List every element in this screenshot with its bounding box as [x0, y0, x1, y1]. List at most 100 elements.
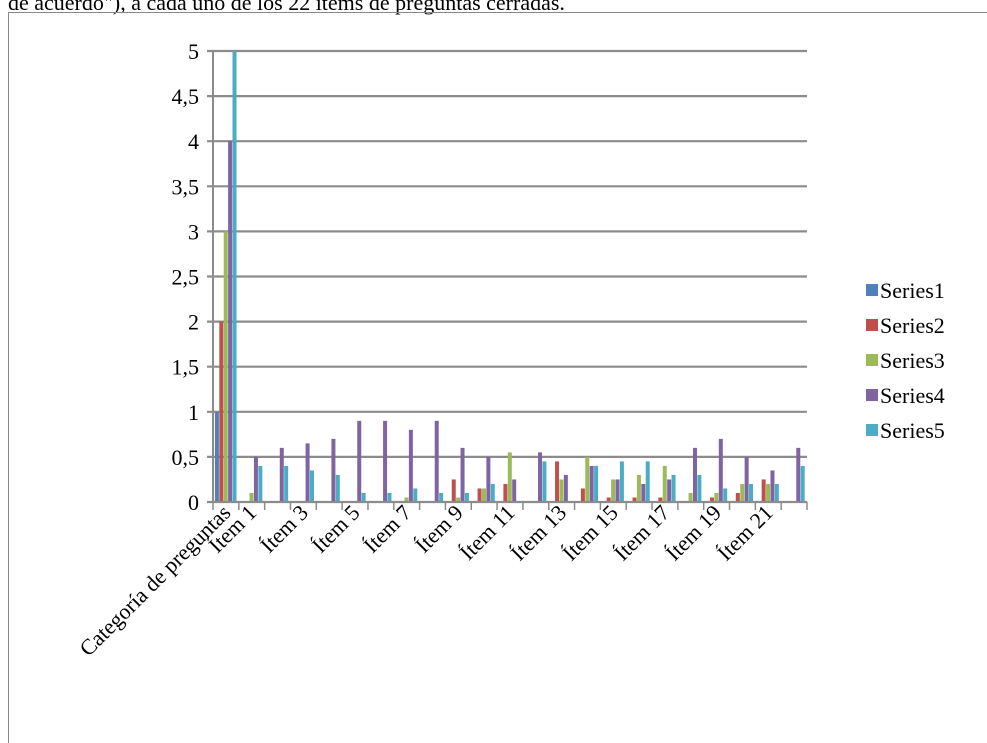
- bar-series4-11: [512, 479, 517, 502]
- x-tick-label: Ítem 5: [307, 500, 365, 558]
- bar-series5-18: [697, 474, 702, 502]
- bar-series4-8: [434, 420, 439, 502]
- x-tick-label: Ítem 7: [358, 500, 416, 558]
- legend-label-series5: Series5: [880, 418, 945, 443]
- bar-series5-21: [774, 483, 779, 502]
- bar-series4-16: [641, 483, 646, 502]
- bar-series5-15: [619, 461, 624, 502]
- bar-series3-19: [714, 492, 719, 502]
- bar-series3-0: [223, 231, 228, 502]
- bar-series3-15: [611, 479, 616, 502]
- bar-series4-12: [538, 452, 543, 502]
- bar-series4-21: [770, 470, 775, 502]
- y-tick-label: 2: [188, 310, 199, 335]
- bar-series2-9: [451, 479, 456, 502]
- bar-series4-14: [589, 465, 594, 502]
- bar-series3-10: [481, 488, 486, 502]
- y-tick-label: 1,5: [172, 355, 200, 380]
- bar-series5-2: [284, 465, 289, 502]
- bar-series4-22: [796, 447, 801, 502]
- legend-swatch-series5: [866, 424, 878, 436]
- bar-series5-9: [464, 492, 469, 502]
- bar-series4-10: [486, 456, 491, 502]
- bar-series4-1: [253, 456, 258, 502]
- bar-series2-14: [580, 488, 585, 502]
- bar-series4-18: [692, 447, 697, 502]
- y-tick-label: 2,5: [172, 265, 200, 290]
- y-tick-label: 4,5: [172, 84, 200, 109]
- x-tick-label: Ítem 13: [506, 500, 572, 566]
- bar-series3-9: [456, 497, 461, 502]
- chart-border: [8, 12, 987, 743]
- bar-series2-11: [503, 483, 508, 502]
- bar-series2-10: [477, 488, 482, 502]
- bar-series5-1: [258, 465, 263, 502]
- x-tick-label: Categoría de preguntas: [74, 500, 235, 661]
- bar-series5-0: [232, 51, 237, 502]
- bar-series5-17: [671, 474, 676, 502]
- bar-series2-13: [555, 461, 560, 502]
- y-tick-label: 3: [188, 219, 199, 244]
- bar-series4-0: [228, 141, 233, 502]
- bar-series4-19: [718, 438, 723, 502]
- bar-series5-6: [387, 492, 392, 502]
- legend-swatch-series1: [866, 284, 878, 296]
- bar-series5-16: [645, 461, 650, 502]
- bar-series4-20: [744, 456, 749, 502]
- bar-series4-6: [383, 420, 388, 502]
- x-tick-label: Ítem 3: [255, 500, 313, 558]
- bar-series2-0: [219, 321, 224, 502]
- bar-series2-19: [710, 497, 715, 502]
- bar-series3-11: [507, 452, 512, 502]
- bar-series3-7: [404, 497, 409, 502]
- bar-series5-3: [309, 470, 314, 502]
- bar-series4-9: [460, 447, 465, 502]
- x-tick-label: Ítem 19: [661, 500, 727, 566]
- legend-swatch-series3: [866, 354, 878, 366]
- bar-series3-13: [559, 479, 564, 502]
- x-tick-label: Ítem 21: [712, 500, 778, 566]
- bar-series4-15: [615, 479, 620, 502]
- bar-series4-7: [408, 429, 413, 502]
- bar-series1-0: [214, 411, 219, 502]
- gridlines: [207, 49, 807, 504]
- y-axis: 0 0,5 1 1,5 2 2,5 3 3,5 4 4,5 5: [172, 39, 214, 515]
- bar-series3-20: [740, 483, 745, 502]
- bar-series2-21: [761, 479, 766, 502]
- legend-label-series1: Series1: [880, 278, 945, 303]
- legend-swatch-series2: [866, 319, 878, 331]
- bar-series2-17: [658, 497, 663, 502]
- bar-series5-12: [542, 461, 547, 502]
- bar-series2-20: [735, 492, 740, 502]
- y-tick-label: 1: [188, 400, 199, 425]
- bar-series4-3: [305, 443, 310, 502]
- bar-series5-22: [800, 465, 805, 502]
- bar-series5-20: [749, 483, 754, 502]
- bar-series2-15: [606, 497, 611, 502]
- bar-series2-16: [632, 497, 637, 502]
- x-tick-label: Ítem 17: [609, 500, 675, 566]
- bar-series3-21: [766, 483, 771, 502]
- x-tick-label: Ítem 15: [557, 500, 623, 566]
- bar-series5-10: [490, 483, 495, 502]
- bar-series4-17: [667, 479, 672, 502]
- bar-series5-4: [335, 474, 340, 502]
- legend-label-series4: Series4: [880, 383, 945, 408]
- y-tick-label: 0,5: [172, 445, 200, 470]
- bar-series4-5: [357, 420, 362, 502]
- bar-series4-2: [279, 447, 284, 502]
- bar-series3-16: [636, 474, 641, 502]
- bar-series3-18: [688, 492, 693, 502]
- intro-text: de acuerdo"), a cada uno de los 22 ítems…: [8, 0, 565, 15]
- x-tick-label: Ítem 11: [454, 500, 519, 565]
- y-tick-label: 3,5: [172, 174, 200, 199]
- legend-swatch-series4: [866, 389, 878, 401]
- bar-series5-14: [594, 465, 599, 502]
- bars: [214, 51, 805, 502]
- bar-series3-14: [585, 456, 590, 502]
- bar-series5-7: [413, 488, 418, 502]
- bar-series3-17: [662, 465, 667, 502]
- bar-series5-5: [361, 492, 366, 502]
